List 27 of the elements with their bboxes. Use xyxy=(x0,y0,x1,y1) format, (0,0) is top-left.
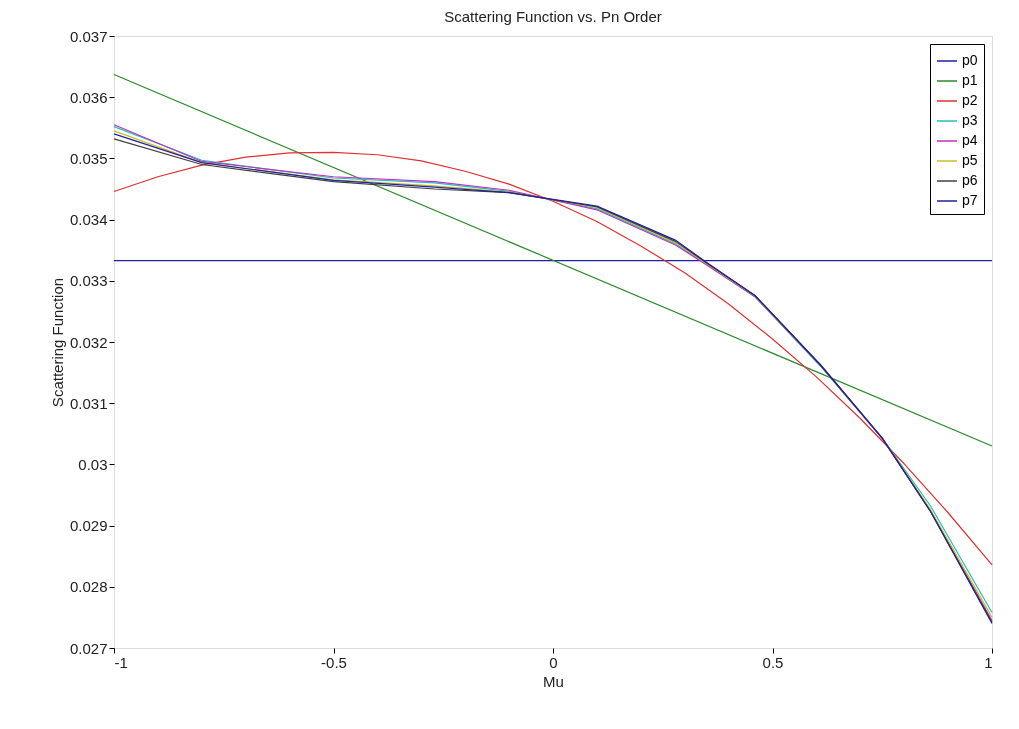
legend-label: p6 xyxy=(962,172,978,188)
x-tick-label: 0 xyxy=(549,653,558,671)
x-tick-label: 0.5 xyxy=(762,653,784,671)
legend-label: p2 xyxy=(962,92,978,108)
y-tick-label: 0.034 xyxy=(69,211,108,229)
y-tick-label: 0.028 xyxy=(69,578,108,596)
legend-label: p3 xyxy=(962,112,978,128)
x-tick-label: 1 xyxy=(984,653,993,671)
y-tick-label: 0.037 xyxy=(69,27,108,45)
legend-label: p1 xyxy=(962,72,978,88)
legend-label: p4 xyxy=(962,132,978,148)
y-tick-label: 0.031 xyxy=(69,394,108,412)
y-tick-label: 0.035 xyxy=(69,149,108,167)
y-tick-label: 0.032 xyxy=(69,333,108,351)
legend-label: p5 xyxy=(962,152,978,168)
x-tick-label: -0.5 xyxy=(321,653,347,671)
y-tick-label: 0.029 xyxy=(69,517,108,535)
legend-label: p7 xyxy=(962,192,978,208)
x-axis-title: Mu xyxy=(543,672,564,690)
legend-label: p0 xyxy=(962,52,978,68)
y-tick-label: 0.036 xyxy=(69,88,108,106)
x-tick-label: -1 xyxy=(114,653,128,671)
y-tick-label: 0.027 xyxy=(69,639,108,657)
y-tick-label: 0.033 xyxy=(69,272,108,290)
y-tick-label: 0.03 xyxy=(78,455,108,473)
y-axis-title: Scattering Function xyxy=(48,277,66,408)
chart-title: Scattering Function vs. Pn Order xyxy=(444,8,662,25)
